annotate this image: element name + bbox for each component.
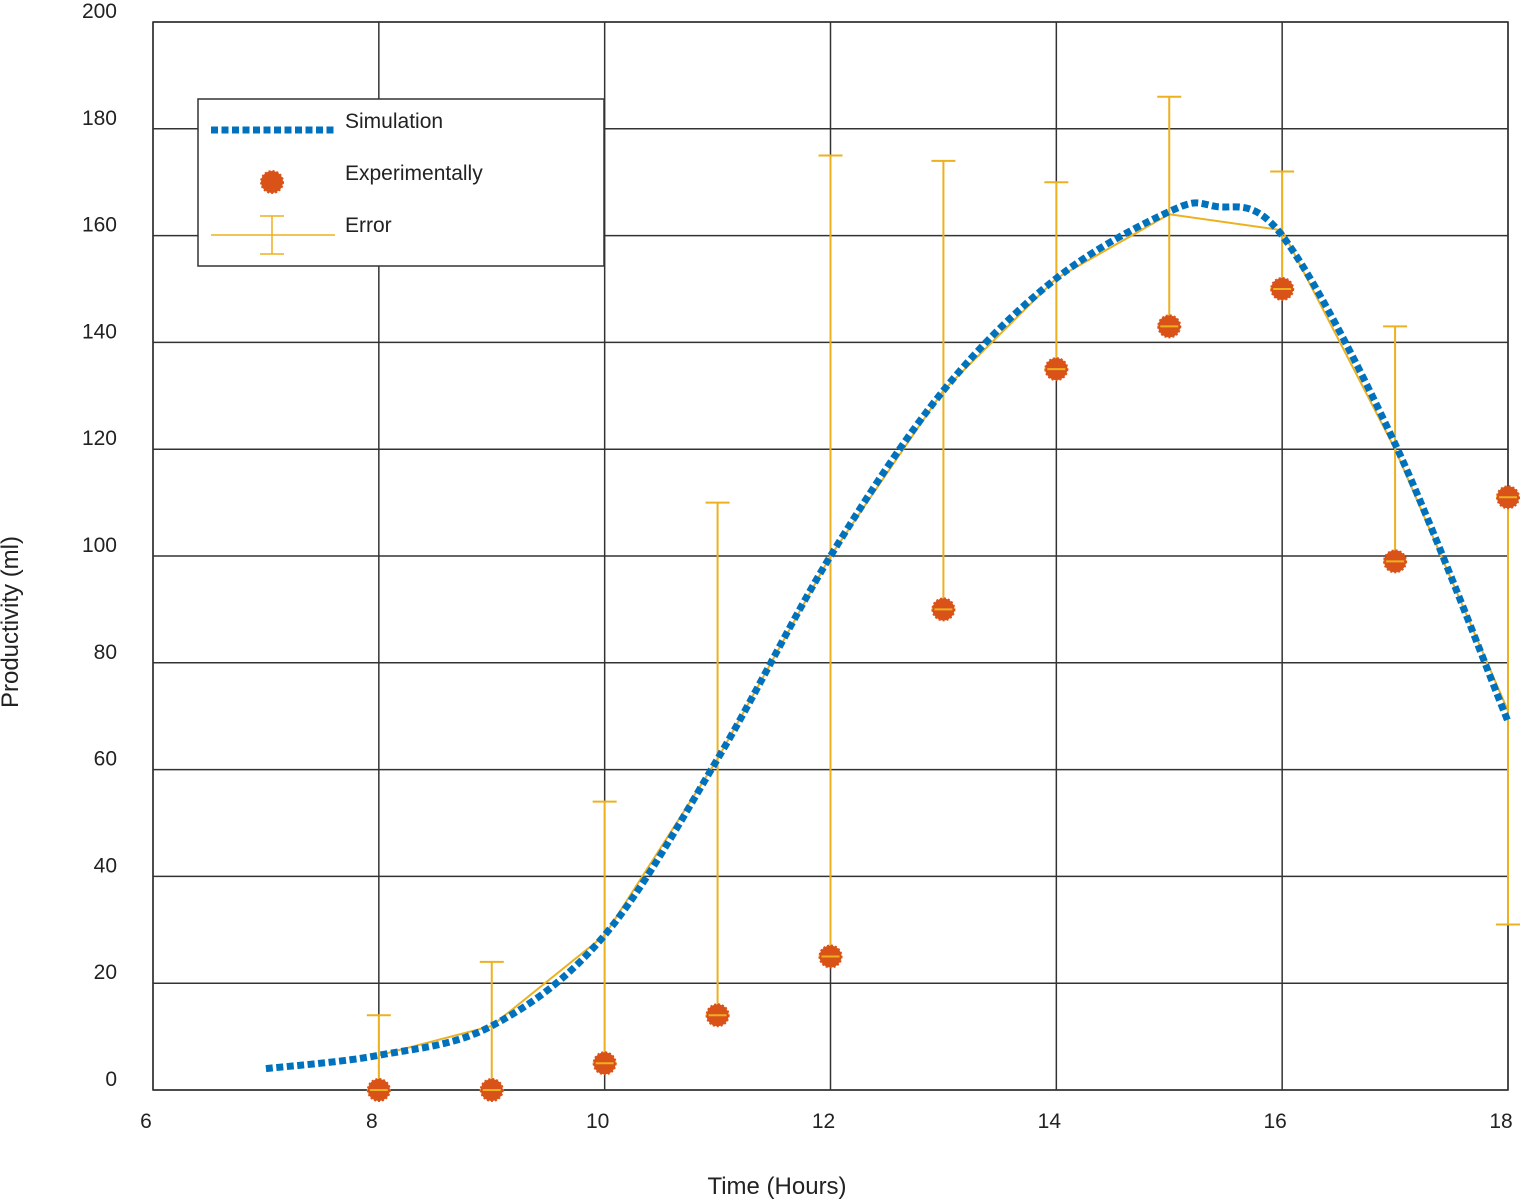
- y-tick-label: 20: [94, 961, 117, 984]
- y-tick-label: 120: [82, 427, 117, 450]
- y-tick-label: 200: [82, 0, 117, 23]
- y-tick-label: 100: [82, 534, 117, 557]
- y-tick-label: 180: [82, 107, 117, 130]
- y-tick-label: 60: [94, 748, 117, 771]
- x-tick-label: 16: [1263, 1110, 1286, 1133]
- x-tick-label: 12: [812, 1110, 835, 1133]
- y-tick-label: 0: [105, 1068, 117, 1091]
- simulation-line: [265, 199, 1512, 1073]
- y-tick-label: 80: [94, 641, 117, 664]
- experimental-points: [366, 277, 1520, 1102]
- legend-experimental-swatch: [260, 170, 284, 194]
- x-tick-label: 14: [1038, 1110, 1062, 1133]
- x-tick-label: 10: [586, 1110, 609, 1133]
- x-axis-label: Time (Hours): [707, 1173, 846, 1200]
- x-tick-label: 18: [1489, 1110, 1512, 1133]
- y-tick-label: 160: [82, 214, 117, 237]
- legend-simulation-label: Simulation: [345, 110, 443, 133]
- y-tick-label: 40: [94, 854, 117, 877]
- y-tick-label: 140: [82, 320, 117, 343]
- legend-experimental-label: Experimentally: [345, 162, 483, 185]
- legend-error-label: Error: [345, 214, 392, 237]
- simulation-curve: [265, 199, 1512, 1073]
- x-tick-label: 8: [366, 1110, 378, 1133]
- y-axis-label: Productivity (ml): [0, 536, 24, 708]
- x-tick-label: 6: [140, 1110, 152, 1133]
- legend: Simulation Experimentally Error: [197, 98, 605, 267]
